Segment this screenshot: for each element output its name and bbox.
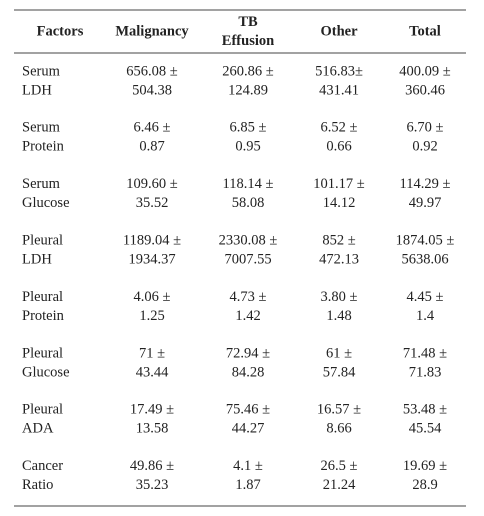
cell-value: 504.38 (132, 82, 172, 98)
row-label: ADA (22, 421, 54, 437)
cell-value: 1874.05 ± (396, 233, 455, 249)
cell-value: 6.46 ± (134, 120, 171, 136)
cell-value: 2330.08 ± (219, 233, 278, 249)
cell-value: 0.92 (412, 139, 437, 155)
cell-value: 6.85 ± (230, 120, 267, 136)
cell-value: 7007.55 (224, 252, 271, 268)
column-header: TB (238, 14, 258, 30)
cell-value: 1189.04 ± (123, 233, 181, 249)
row-label: Ratio (22, 477, 53, 493)
row-label: Serum (22, 63, 61, 79)
cell-value: 4.06 ± (134, 289, 171, 305)
cell-value: 1934.37 (128, 252, 175, 268)
column-header: Effusion (222, 33, 274, 49)
cell-value: 61 ± (326, 345, 352, 361)
cell-value: 109.60 ± (126, 176, 178, 192)
cell-value: 400.09 ± (399, 63, 451, 79)
cell-value: 26.5 ± (321, 458, 358, 474)
cell-value: 16.57 ± (317, 402, 361, 418)
cell-value: 1.4 (416, 308, 435, 324)
cell-value: 6.70 ± (407, 120, 444, 136)
cell-value: 84.28 (232, 364, 265, 380)
cell-value: 4.45 ± (407, 289, 444, 305)
row-label: Pleural (22, 402, 63, 418)
column-header: Total (409, 23, 441, 39)
cell-value: 57.84 (323, 364, 356, 380)
row-label: LDH (22, 82, 52, 98)
cell-value: 260.86 ± (222, 63, 274, 79)
row-label: Protein (22, 308, 65, 324)
cell-value: 472.13 (319, 252, 359, 268)
cell-value: 1.42 (235, 308, 260, 324)
row-label: LDH (22, 252, 52, 268)
cell-value: 71 ± (139, 345, 165, 361)
cell-value: 71.48 ± (403, 345, 447, 361)
cell-value: 124.89 (228, 82, 268, 98)
row-label: Serum (22, 120, 61, 136)
row-label: Pleural (22, 233, 63, 249)
cell-value: 656.08 ± (126, 63, 178, 79)
cell-value: 8.66 (326, 421, 351, 437)
column-header: Other (320, 23, 358, 39)
cell-value: 6.52 ± (321, 120, 358, 136)
row-label: Cancer (22, 458, 63, 474)
column-header: Malignancy (115, 23, 189, 39)
cell-value: 4.1 ± (233, 458, 263, 474)
cell-value: 118.14 ± (223, 176, 274, 192)
cell-value: 1.48 (326, 308, 351, 324)
cell-value: 101.17 ± (313, 176, 365, 192)
cell-value: 1.87 (235, 477, 260, 493)
cell-value: 0.66 (326, 139, 351, 155)
row-label: Serum (22, 176, 61, 192)
cell-value: 19.69 ± (403, 458, 447, 474)
row-label: Protein (22, 139, 65, 155)
cell-value: 360.46 (405, 82, 445, 98)
cell-value: 114.29 ± (400, 176, 451, 192)
cell-value: 852 ± (322, 233, 355, 249)
row-label: Glucose (22, 364, 70, 380)
column-header: Factors (37, 23, 84, 39)
cell-value: 5638.06 (401, 252, 448, 268)
cell-value: 1.25 (139, 308, 164, 324)
cell-value: 17.49 ± (130, 402, 174, 418)
cell-value: 3.80 ± (321, 289, 358, 305)
cell-value: 58.08 (232, 195, 265, 211)
cell-value: 71.83 (409, 364, 442, 380)
row-label: Pleural (22, 289, 63, 305)
cell-value: 431.41 (319, 82, 359, 98)
cell-value: 72.94 ± (226, 345, 270, 361)
cell-value: 45.54 (409, 421, 442, 437)
cell-value: 28.9 (412, 477, 437, 493)
cell-value: 75.46 ± (226, 402, 270, 418)
cell-value: 44.27 (232, 421, 265, 437)
cell-value: 0.95 (235, 139, 260, 155)
row-label: Glucose (22, 195, 70, 211)
cell-value: 14.12 (323, 195, 356, 211)
cell-value: 35.52 (136, 195, 169, 211)
cell-value: 43.44 (136, 364, 169, 380)
cell-value: 49.86 ± (130, 458, 174, 474)
row-label: Pleural (22, 345, 63, 361)
cell-value: 21.24 (323, 477, 356, 493)
cell-value: 4.73 ± (230, 289, 267, 305)
cell-value: 516.83± (315, 63, 363, 79)
cell-value: 49.97 (409, 195, 442, 211)
cell-value: 35.23 (136, 477, 169, 493)
cell-value: 13.58 (136, 421, 169, 437)
cell-value: 0.87 (139, 139, 164, 155)
cell-value: 53.48 ± (403, 402, 447, 418)
